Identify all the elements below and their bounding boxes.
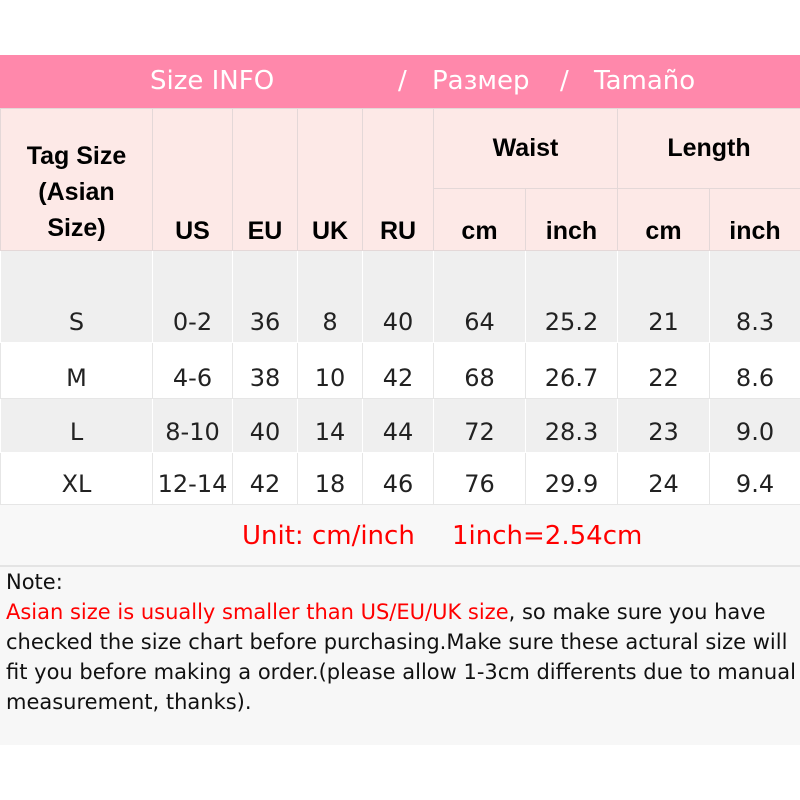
header-waist-inch: inch (525, 188, 618, 251)
table-cell: 8.3 (708, 250, 800, 343)
table-cell: 64 (433, 250, 526, 343)
table-row: M 4-6 38 10 42 68 26.7 22 8.6 (0, 342, 800, 399)
table-cell: 8.6 (708, 342, 800, 399)
table-cell: 9.0 (708, 398, 800, 453)
title-separator: / (560, 66, 569, 96)
table-cell: 72 (433, 398, 526, 453)
header-ru: RU (362, 108, 434, 251)
table-cell: 14 (297, 398, 363, 453)
table-cell: 42 (232, 452, 298, 505)
note-text: , so make sure you have checked the size… (6, 600, 796, 714)
header-line: (Asian (38, 178, 115, 206)
unit-label: Unit: cm/inch (242, 521, 415, 551)
table-cell: 36 (232, 250, 298, 343)
header-line: Size) (47, 214, 106, 242)
header-waist-cm: cm (433, 188, 526, 251)
table-cell: 0-2 (152, 250, 233, 343)
table-cell: M (0, 342, 153, 399)
header-line: Tag Size (26, 142, 127, 170)
title-banner: Size INFO / Размер / Tamaño (0, 55, 800, 108)
table-cell: XL (0, 452, 153, 505)
header-length: Length (616, 108, 800, 189)
title-ru: Размер (432, 66, 530, 96)
table-cell: 76 (433, 452, 526, 505)
note-highlight: Asian size is usually smaller than US/EU… (6, 600, 509, 624)
header-uk: UK (297, 108, 363, 251)
header-length-inch: inch (708, 188, 800, 251)
header-tag-size: Tag Size (Asian Size) (0, 108, 153, 251)
title-en: Size INFO (150, 66, 275, 96)
table-cell: 8-10 (152, 398, 233, 453)
header-eu: EU (232, 108, 298, 251)
table-cell: 24 (617, 452, 710, 505)
table-cell: 44 (362, 398, 434, 453)
table-cell: 4-6 (152, 342, 233, 399)
note-body: Asian size is usually smaller than US/EU… (6, 597, 800, 717)
table-cell: 29.9 (525, 452, 618, 505)
table-cell: 28.3 (525, 398, 618, 453)
table-cell: 25.2 (525, 250, 618, 343)
unit-row: Unit: cm/inch 1inch=2.54cm (0, 505, 800, 567)
header-us: US (152, 108, 233, 251)
table-cell: 21 (617, 250, 710, 343)
table-cell: 42 (362, 342, 434, 399)
table-row: S 0-2 36 8 40 64 25.2 21 8.3 (0, 250, 800, 343)
title-es: Tamaño (594, 66, 696, 96)
table-cell: 8 (297, 250, 363, 343)
table-cell: 68 (433, 342, 526, 399)
table-row: XL 12-14 42 18 46 76 29.9 24 9.4 (0, 452, 800, 505)
table-cell: 26.7 (525, 342, 618, 399)
table-row: L 8-10 40 14 44 72 28.3 23 9.0 (0, 398, 800, 453)
table-cell: 22 (617, 342, 710, 399)
table-cell: L (0, 398, 153, 453)
table-cell: S (0, 250, 153, 343)
table-cell: 12-14 (152, 452, 233, 505)
table-cell: 18 (297, 452, 363, 505)
table-cell: 38 (232, 342, 298, 399)
table-cell: 9.4 (708, 452, 800, 505)
table-cell: 46 (362, 452, 434, 505)
note-section: Note: Asian size is usually smaller than… (0, 567, 800, 745)
header-length-cm: cm (617, 188, 710, 251)
title-separator: / (398, 66, 407, 96)
table-cell: 40 (232, 398, 298, 453)
table-cell: 10 (297, 342, 363, 399)
unit-conversion: 1inch=2.54cm (452, 521, 643, 551)
table-cell: 40 (362, 250, 434, 343)
note-title: Note: (6, 570, 63, 594)
size-table: Tag Size (Asian Size) US EU UK RU Waist … (0, 108, 800, 505)
header-waist: Waist (433, 108, 618, 189)
table-cell: 23 (617, 398, 710, 453)
